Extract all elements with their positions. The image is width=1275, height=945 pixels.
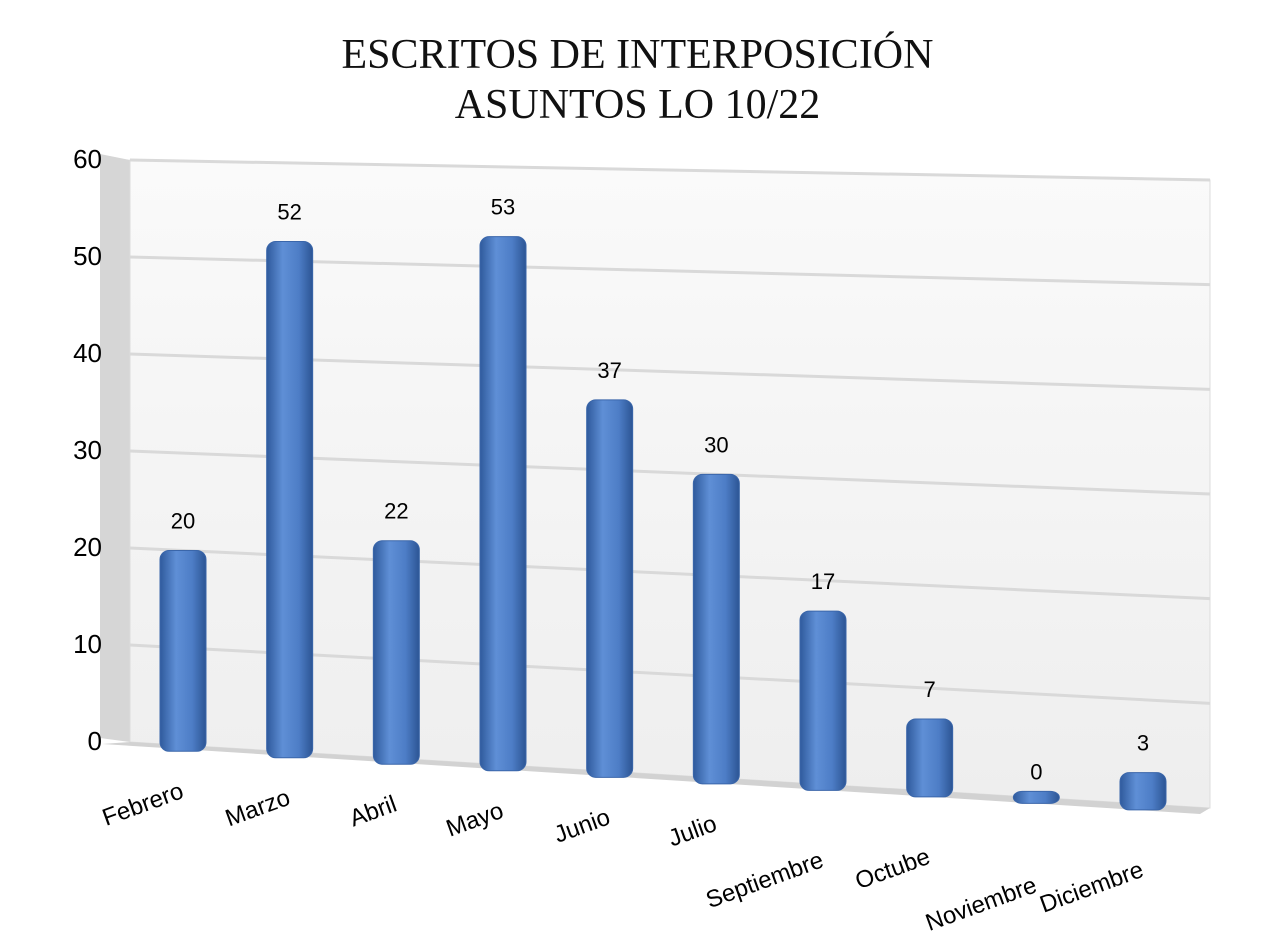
bar <box>906 718 954 798</box>
category-label: Mayo <box>443 797 507 842</box>
bar <box>586 399 634 778</box>
category-label: Septiembre <box>702 847 827 914</box>
bar <box>266 240 314 759</box>
y-tick-label: 30 <box>73 435 102 465</box>
data-label: 3 <box>1137 731 1149 756</box>
y-tick-label: 40 <box>73 338 102 368</box>
category-label: Diciembre <box>1036 856 1147 918</box>
data-label: 20 <box>171 508 195 533</box>
category-label: Marzo <box>222 784 294 832</box>
bar <box>692 473 740 785</box>
y-tick-label: 10 <box>73 629 102 659</box>
bar <box>159 549 207 752</box>
y-tick-label: 60 <box>73 144 102 174</box>
bar <box>799 610 847 791</box>
chart-title: ESCRITOS DE INTERPOSICIÓN ASUNTOS LO 10/… <box>0 30 1275 130</box>
subtitle-line: ASUNTOS LO 10/22 <box>454 82 821 128</box>
data-label: 30 <box>704 432 728 457</box>
plot-area: 010203040506020Febrero52Marzo22Abril53Ma… <box>73 144 1211 937</box>
y-tick-label: 50 <box>73 241 102 271</box>
gridline <box>129 158 1211 182</box>
data-label: 52 <box>277 199 301 224</box>
data-label: 22 <box>384 499 408 524</box>
data-label: 7 <box>924 677 936 702</box>
category-label: Noviembre <box>922 872 1040 937</box>
category-label: Abril <box>346 791 400 833</box>
category-label: Julio <box>665 810 721 852</box>
category-label: Octube <box>852 843 934 895</box>
title-line: ESCRITOS DE INTERPOSICIÓN <box>341 32 934 78</box>
category-label: Febrero <box>99 778 187 832</box>
y-tick-label: 0 <box>88 726 102 756</box>
bar <box>1012 790 1060 804</box>
category-label: Junio <box>551 804 614 849</box>
data-label: 53 <box>491 195 515 220</box>
bar <box>1119 772 1167 811</box>
y-tick-label: 20 <box>73 532 102 562</box>
data-label: 17 <box>811 569 835 594</box>
data-label: 0 <box>1030 759 1042 784</box>
bar <box>479 236 527 772</box>
data-label: 37 <box>597 358 621 383</box>
bar <box>372 540 420 765</box>
side-wall <box>100 154 130 742</box>
